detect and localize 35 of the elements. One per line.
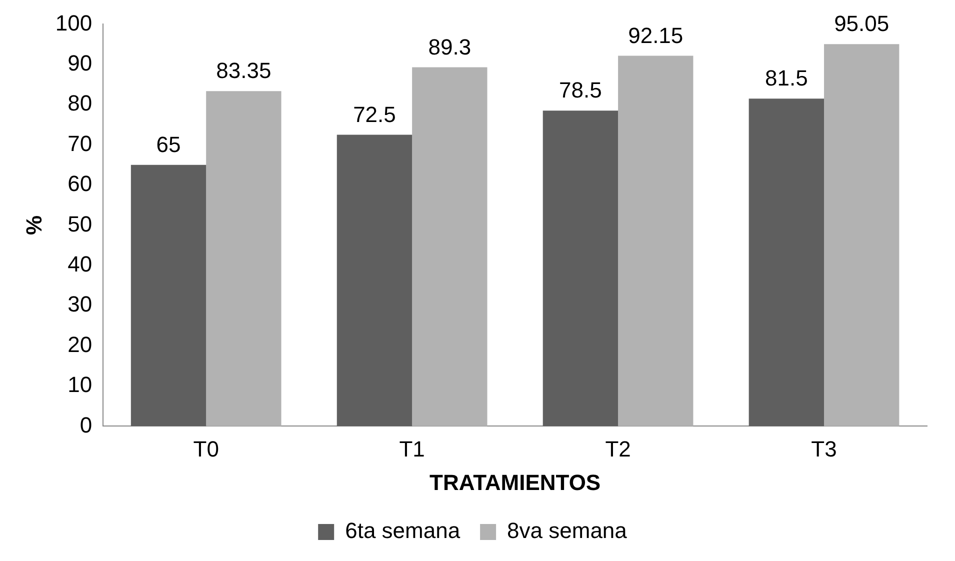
bar bbox=[412, 67, 488, 426]
y-tick-label: 80 bbox=[68, 90, 92, 116]
y-tick-label: 30 bbox=[68, 292, 92, 317]
y-tick-label: 0 bbox=[80, 412, 92, 438]
legend-label: 8va semana bbox=[507, 518, 628, 544]
y-tick-label: 50 bbox=[68, 211, 92, 236]
bar bbox=[542, 110, 618, 426]
bar bbox=[748, 98, 824, 426]
data-label: 81.5 bbox=[765, 66, 808, 91]
bar bbox=[618, 56, 694, 426]
y-tick-label: 40 bbox=[68, 251, 92, 276]
y-tick-label: 100 bbox=[55, 10, 92, 36]
y-tick-label: 20 bbox=[68, 332, 92, 357]
data-label: 65 bbox=[156, 132, 181, 157]
y-tick-label: 90 bbox=[68, 50, 92, 76]
x-tick-label: T1 bbox=[399, 436, 425, 462]
bar bbox=[336, 134, 412, 426]
x-tick-label: T2 bbox=[605, 436, 631, 462]
x-axis-title: TRATAMIENTOS bbox=[430, 470, 601, 495]
x-tick-label: T0 bbox=[193, 436, 219, 462]
y-tick-label: 60 bbox=[68, 171, 92, 196]
x-tick-label: T3 bbox=[811, 436, 837, 462]
data-label: 92.15 bbox=[628, 22, 684, 48]
bar bbox=[206, 91, 282, 426]
data-label: 95.05 bbox=[834, 11, 890, 36]
y-tick-label: 70 bbox=[68, 130, 92, 156]
y-tick-label: 10 bbox=[68, 372, 92, 398]
data-label: 89.3 bbox=[428, 34, 472, 60]
bar bbox=[130, 164, 206, 426]
data-label: 72.5 bbox=[353, 102, 396, 127]
legend-label: 6ta semana bbox=[345, 518, 461, 544]
data-label: 78.5 bbox=[559, 78, 602, 103]
y-axis-title: % bbox=[21, 215, 46, 235]
bar bbox=[824, 44, 900, 426]
data-label: 83.35 bbox=[216, 58, 272, 84]
